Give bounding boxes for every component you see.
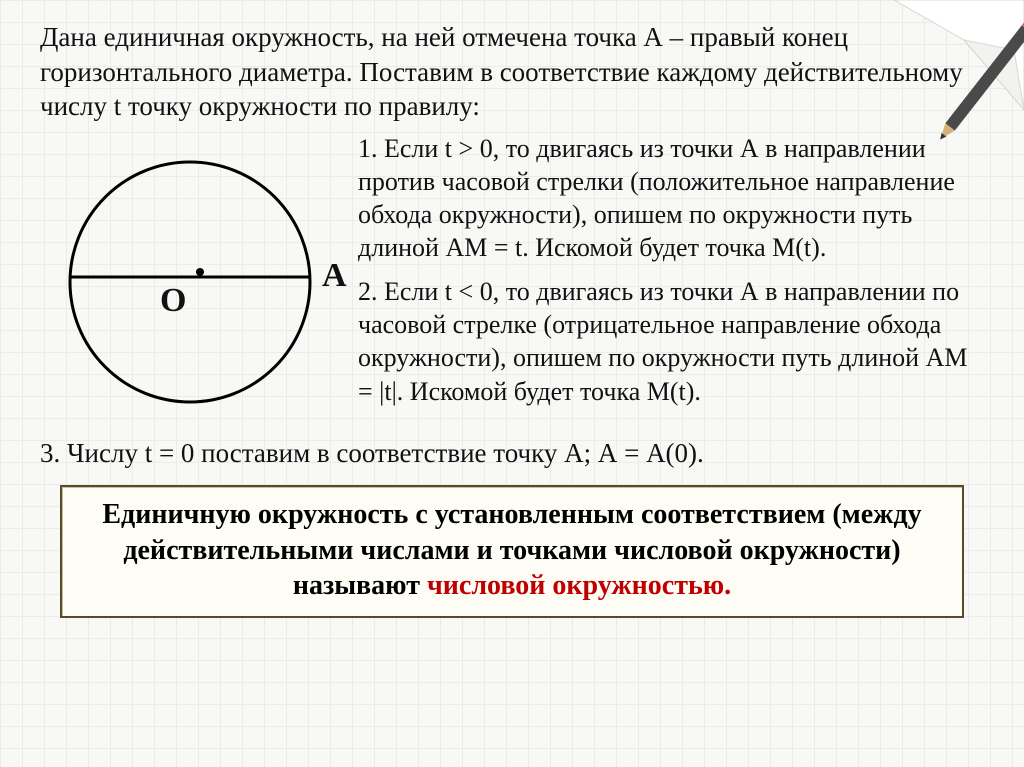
content-row: О А 1. Если t > 0, то двигаясь из точки … <box>40 132 984 432</box>
slide-content: Дана единичная окружность, на ней отмече… <box>0 0 1024 767</box>
rule-3: 3. Числу t = 0 поставим в соответствие т… <box>40 436 984 471</box>
definition-box: Единичную окружность с установленным соо… <box>60 485 964 618</box>
label-a: А <box>322 257 347 295</box>
rule-2: 2. Если t < 0, то двигаясь из точки А в … <box>358 275 984 408</box>
center-dot <box>196 268 204 276</box>
intro-text: Дана единичная окружность, на ней отмече… <box>40 20 984 124</box>
rule-1: 1. Если t > 0, то двигаясь из точки А в … <box>358 132 984 265</box>
rules-column: 1. Если t > 0, то двигаясь из точки А в … <box>358 132 984 408</box>
unit-circle-diagram: О А <box>40 132 340 432</box>
circle-path <box>70 162 310 402</box>
label-o: О <box>160 282 186 320</box>
definition-highlight: числовой окружностью. <box>427 570 731 601</box>
